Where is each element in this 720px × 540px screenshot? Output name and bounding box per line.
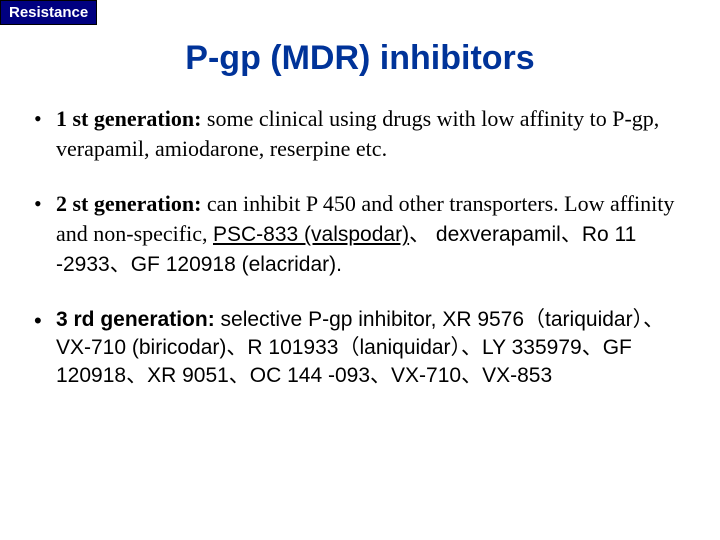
bullet-list: 1 st generation: some clinical using dru…	[56, 104, 688, 391]
bullet-gen2: 2 st generation: can inhibit P 450 and o…	[56, 189, 688, 279]
gen2-label: 2 st generation:	[56, 191, 207, 216]
gen3-label: 3 rd generation:	[56, 308, 221, 331]
bullet-gen1: 1 st generation: some clinical using dru…	[56, 104, 688, 163]
bullet-gen3: 3 rd generation: selective P-gp inhibito…	[56, 306, 688, 391]
page-title: P-gp (MDR) inhibitors	[0, 39, 720, 78]
gen1-label: 1 st generation:	[56, 106, 207, 131]
gen2-link: PSC-833 (valspodar)	[213, 223, 409, 246]
content-area: 1 st generation: some clinical using dru…	[0, 104, 720, 391]
section-tag: Resistance	[0, 0, 97, 25]
